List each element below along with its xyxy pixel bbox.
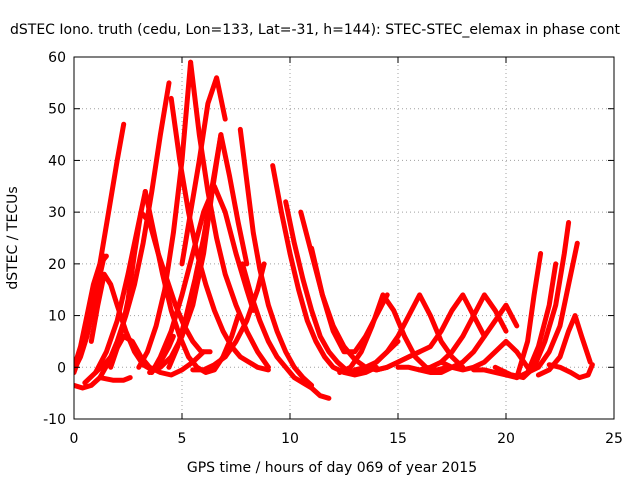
y-tick-label: 60: [48, 50, 66, 66]
data-series: [74, 59, 595, 401]
series-29: [417, 302, 520, 375]
y-tick-label: -10: [43, 412, 66, 428]
ticks: [73, 56, 615, 420]
x-tick-label: 20: [497, 431, 515, 447]
y-tick-label: 10: [48, 309, 66, 325]
x-tick-label: 25: [605, 431, 623, 447]
x-tick-label: 0: [70, 431, 79, 447]
series-19: [190, 261, 267, 373]
series-16: [179, 75, 228, 267]
series-36: [546, 362, 595, 381]
series-28: [395, 292, 509, 373]
series-10: [142, 189, 241, 375]
y-tick-label: 30: [48, 205, 66, 221]
series-12: [168, 95, 271, 373]
y-tick-label: 0: [57, 360, 66, 376]
series-18: [237, 126, 315, 388]
series-13: [136, 59, 194, 370]
series-20: [240, 261, 332, 401]
series-6: [82, 333, 207, 386]
y-tick-label: 50: [48, 102, 66, 118]
y-tick-label: 20: [48, 257, 66, 273]
x-tick-label: 5: [178, 431, 187, 447]
series-30: [438, 338, 531, 373]
x-tick-label: 10: [281, 431, 299, 447]
series-17: [147, 132, 224, 375]
x-axis-label: GPS time / hours of day 069 of year 2015: [187, 460, 477, 476]
grid: [74, 57, 614, 419]
series-4: [74, 253, 107, 375]
x-tick-label: 15: [389, 431, 407, 447]
series-26: [352, 292, 466, 373]
series-27: [373, 292, 487, 373]
series-9: [97, 375, 133, 383]
series-34: [525, 240, 580, 375]
series-25: [337, 292, 451, 375]
series-11: [149, 183, 256, 375]
plot-frame: [73, 56, 615, 420]
y-tick-label: 40: [48, 153, 66, 169]
chart-title: dSTEC Iono. truth (cedu, Lon=133, Lat=-3…: [10, 22, 620, 38]
series-35: [535, 313, 593, 378]
series-33: [510, 220, 572, 381]
y-axis-label: dSTEC / TECUs: [5, 186, 21, 289]
